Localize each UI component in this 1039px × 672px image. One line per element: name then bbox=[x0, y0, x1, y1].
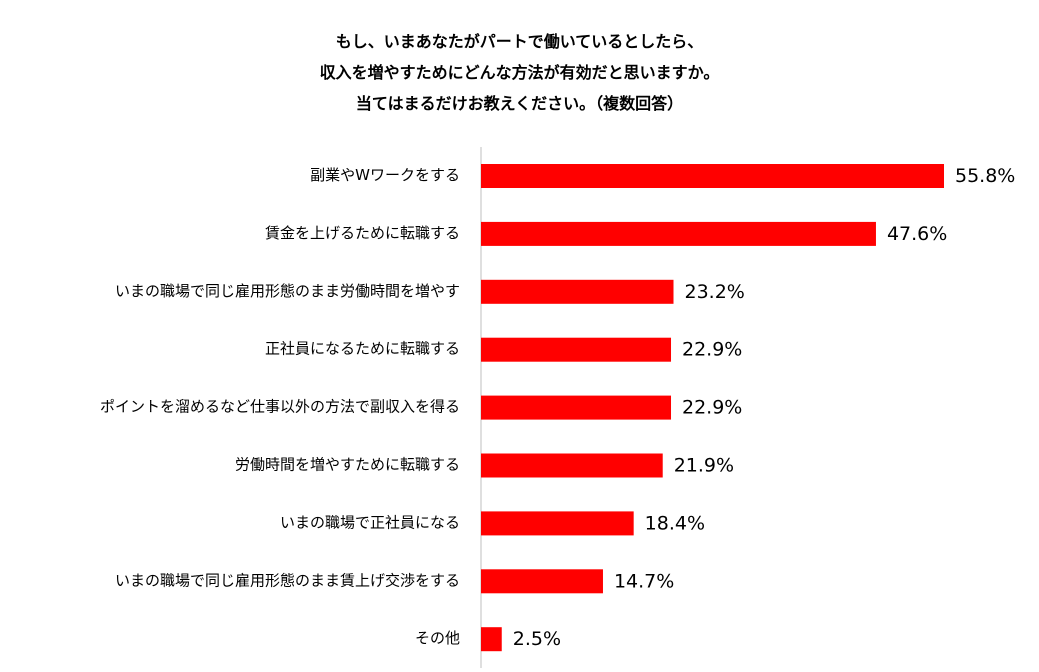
bar bbox=[481, 279, 674, 304]
bar bbox=[481, 395, 672, 420]
bar bbox=[481, 337, 672, 362]
chart-title-line-3: 当てはまるだけお教えください。（複数回答） bbox=[355, 94, 684, 113]
category-label: 賃金を上げるために転職する bbox=[265, 224, 460, 242]
value-label: 2.5% bbox=[513, 628, 561, 650]
bar bbox=[481, 453, 663, 478]
bars-group: 副業やWワークをする 55.8% 賃金を上げるために転職する 47.6% いまの職場で同… bbox=[100, 164, 1015, 652]
bar bbox=[481, 221, 876, 246]
value-label: 55.8% bbox=[955, 165, 1015, 187]
value-label: 18.4% bbox=[645, 512, 705, 534]
value-label: 23.2% bbox=[685, 281, 745, 303]
chart-title: もし、いまあなたがパートで働いているとしたら、 収入を増やすためにどんな方法が有… bbox=[0, 26, 1039, 119]
category-label: 副業やWワークをする bbox=[310, 166, 460, 184]
category-label: 労働時間を増やすために転職する bbox=[235, 456, 460, 474]
bar bbox=[481, 627, 502, 652]
chart-title-line-1: もし、いまあなたがパートで働いているとしたら、 bbox=[335, 32, 704, 51]
bar bbox=[481, 164, 944, 188]
chart-title-line-2: 収入を増やすためにどんな方法が有効だと思いますか。 bbox=[319, 63, 720, 82]
value-label: 47.6% bbox=[887, 223, 947, 245]
value-label: 21.9% bbox=[674, 455, 734, 477]
bar bbox=[481, 511, 634, 536]
value-label: 22.9% bbox=[682, 339, 742, 361]
bar bbox=[481, 569, 603, 594]
category-label: いまの職場で同じ雇用形態のまま賃上げ交渉をする bbox=[115, 571, 460, 589]
category-label: その他 bbox=[415, 629, 460, 647]
category-label: いまの職場で同じ雇用形態のまま労働時間を増やす bbox=[115, 282, 460, 300]
category-label: 正社員になるために転職する bbox=[265, 340, 460, 358]
value-label: 22.9% bbox=[682, 397, 742, 419]
category-label: いまの職場で正社員になる bbox=[280, 513, 460, 531]
category-label: ポイントを溜めるなど仕事以外の方法で副収入を得る bbox=[100, 398, 460, 416]
value-label: 14.7% bbox=[614, 570, 674, 592]
